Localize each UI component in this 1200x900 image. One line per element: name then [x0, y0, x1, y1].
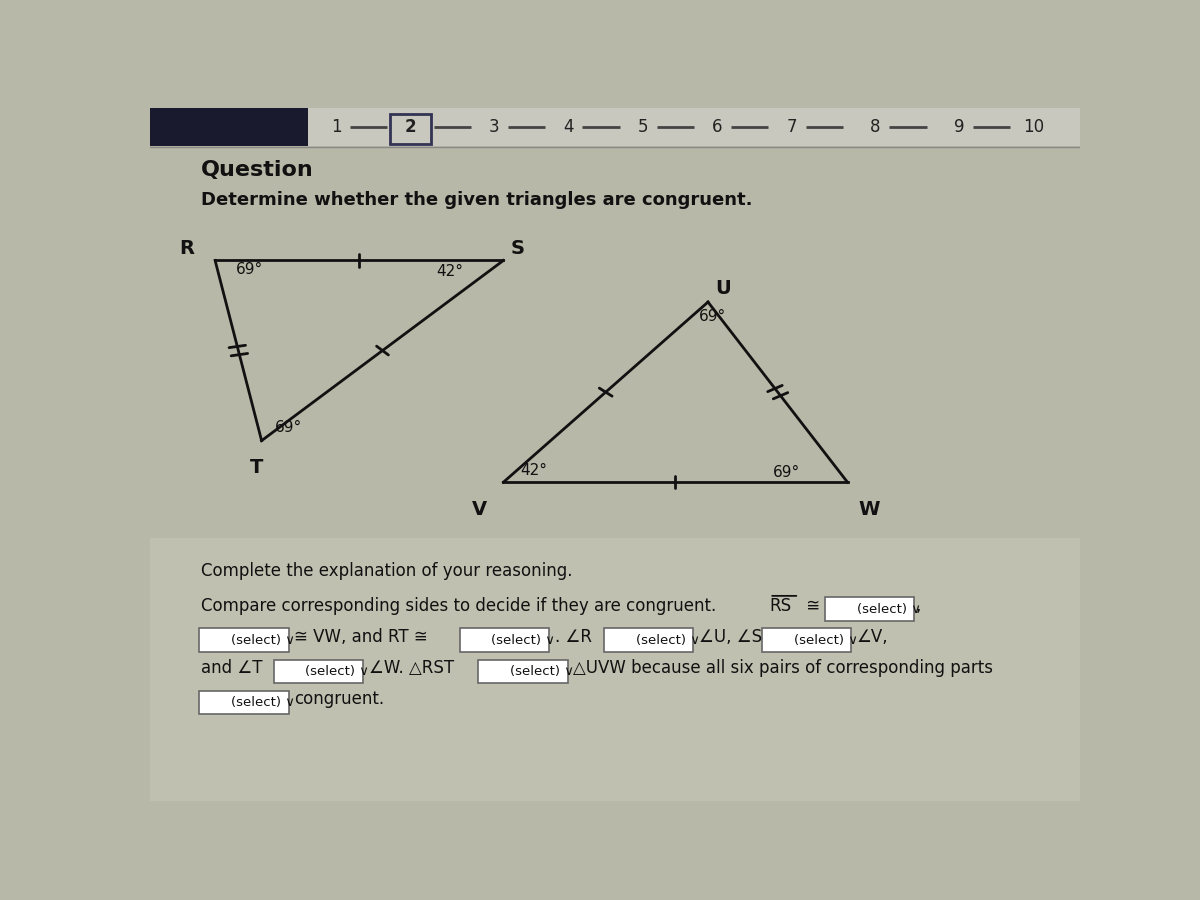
Text: ≅: ≅: [802, 597, 820, 615]
Text: ≅ VW, and RT ≅: ≅ VW, and RT ≅: [294, 628, 428, 646]
FancyBboxPatch shape: [199, 691, 288, 715]
Text: (select) ∨: (select) ∨: [306, 665, 370, 678]
Text: 4: 4: [563, 119, 574, 137]
Text: 6: 6: [712, 119, 722, 137]
Text: S: S: [511, 238, 524, 257]
Text: W: W: [859, 500, 880, 518]
Text: 69°: 69°: [773, 464, 800, 480]
Bar: [150, 108, 1080, 146]
Text: V: V: [472, 500, 487, 518]
Text: congruent.: congruent.: [294, 690, 384, 708]
Text: (select) ∨: (select) ∨: [492, 634, 556, 647]
Text: 9: 9: [954, 119, 965, 137]
Text: Determine whether the given triangles are congruent.: Determine whether the given triangles ar…: [202, 191, 752, 209]
Text: ∠V,: ∠V,: [857, 628, 888, 646]
Text: 1: 1: [331, 119, 341, 137]
Text: 69°: 69°: [275, 420, 302, 436]
FancyBboxPatch shape: [604, 628, 694, 652]
Text: (select) ∨: (select) ∨: [232, 634, 295, 647]
Text: 8: 8: [870, 119, 881, 137]
Text: 5: 5: [637, 119, 648, 137]
Text: T: T: [251, 458, 264, 477]
FancyBboxPatch shape: [390, 113, 431, 144]
Text: (select) ∨: (select) ∨: [793, 634, 858, 647]
Text: (select) ∨: (select) ∨: [636, 634, 700, 647]
Text: 2: 2: [404, 119, 416, 137]
Text: . ∠R: . ∠R: [554, 628, 592, 646]
Text: 3: 3: [488, 119, 499, 137]
Text: RS: RS: [769, 597, 792, 615]
Text: 69°: 69°: [235, 262, 263, 277]
Text: Complete the explanation of your reasoning.: Complete the explanation of your reasoni…: [202, 562, 572, 580]
Text: 42°: 42°: [520, 464, 547, 478]
Text: (select) ∨: (select) ∨: [510, 665, 574, 678]
Text: 69°: 69°: [698, 310, 726, 324]
Text: 7: 7: [786, 119, 797, 137]
Text: Compare corresponding sides to decide if they are congruent.: Compare corresponding sides to decide if…: [202, 597, 721, 615]
Text: R: R: [180, 238, 194, 257]
FancyBboxPatch shape: [274, 660, 362, 683]
Text: ,: ,: [916, 597, 920, 615]
Text: Question: Question: [202, 160, 314, 180]
FancyBboxPatch shape: [460, 628, 548, 652]
FancyBboxPatch shape: [199, 628, 288, 652]
FancyBboxPatch shape: [479, 660, 568, 683]
Text: 42°: 42°: [437, 264, 463, 279]
Text: △UVW because all six pairs of corresponding parts: △UVW because all six pairs of correspond…: [574, 659, 994, 677]
Bar: [150, 537, 1080, 801]
FancyBboxPatch shape: [762, 628, 851, 652]
Bar: [150, 108, 308, 146]
Text: ∠U, ∠S: ∠U, ∠S: [698, 628, 762, 646]
Text: and ∠T: and ∠T: [202, 659, 263, 677]
Text: U: U: [715, 279, 731, 298]
Text: (select) ∨: (select) ∨: [232, 696, 295, 709]
Text: (select) ∨: (select) ∨: [857, 602, 920, 616]
Text: ∠W. △RST: ∠W. △RST: [368, 659, 454, 677]
FancyBboxPatch shape: [826, 598, 914, 621]
Text: 10: 10: [1022, 119, 1044, 137]
